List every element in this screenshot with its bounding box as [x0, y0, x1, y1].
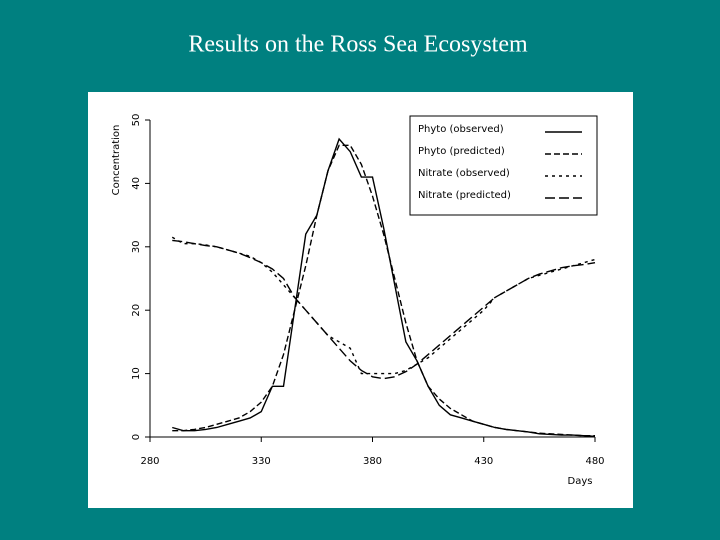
series-line [171, 236, 596, 375]
legend-label: Nitrate (observed) [418, 168, 510, 179]
series-line [172, 239, 596, 380]
legend-label: Nitrate (predicted) [418, 190, 511, 201]
y-tick-label: 0 [131, 434, 142, 440]
x-tick-label: 330 [252, 456, 271, 467]
x-tick-label: 480 [585, 456, 604, 467]
legend-label: Phyto (observed) [418, 124, 504, 135]
y-tick-label: 40 [131, 177, 142, 190]
x-tick-label: 380 [363, 456, 382, 467]
chart-title: Results on the Ross Sea Ecosystem [188, 32, 528, 58]
x-tick-label: 430 [474, 456, 493, 467]
x-axis-label: Days [568, 476, 593, 487]
y-tick-label: 10 [131, 367, 142, 380]
series-line [172, 144, 595, 437]
x-tick-label: 280 [140, 456, 159, 467]
y-tick-label: 50 [131, 114, 142, 127]
y-tick-label: 30 [131, 240, 142, 253]
y-tick-label: 20 [131, 304, 142, 317]
legend-label: Phyto (predicted) [418, 146, 505, 157]
y-axis-label: Concentration [111, 125, 122, 196]
